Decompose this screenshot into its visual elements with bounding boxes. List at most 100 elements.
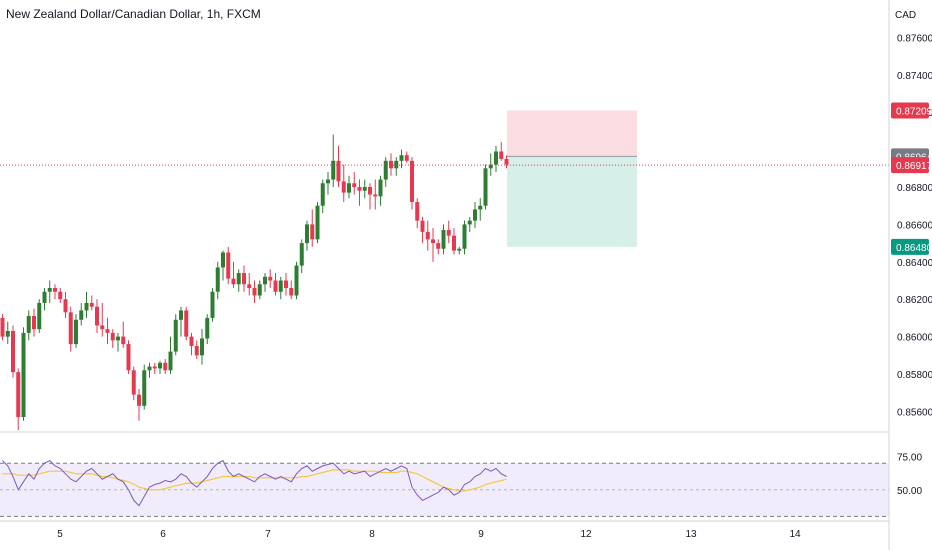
- candle: [226, 246, 231, 285]
- candle-body: [373, 194, 378, 197]
- price-panel[interactable]: [0, 110, 889, 431]
- time-tick-label: 14: [789, 529, 801, 540]
- candle-body: [68, 312, 73, 345]
- candle-body: [205, 317, 210, 339]
- candle: [147, 362, 152, 378]
- time-axis[interactable]: 5 6 7 8 9 12 13 14: [57, 529, 801, 540]
- candle: [47, 280, 52, 303]
- time-tick-label: 5: [57, 529, 63, 540]
- candle-body: [452, 235, 456, 251]
- candle-body: [441, 230, 446, 249]
- position-zones[interactable]: [507, 110, 637, 247]
- candle: [152, 362, 157, 375]
- candle-body: [483, 168, 488, 206]
- candle-body: [16, 372, 21, 418]
- candle-body: [504, 158, 509, 165]
- last-price-tag: [891, 157, 929, 174]
- stop-loss-zone[interactable]: [507, 110, 637, 157]
- time-tick-label: 7: [265, 529, 271, 540]
- candle-body: [74, 319, 78, 345]
- rsi-panel[interactable]: [0, 459, 889, 517]
- candle-body: [189, 336, 194, 346]
- chart-title: New Zealand Dollar/Canadian Dollar, 1h, …: [6, 7, 261, 21]
- candle: [494, 145, 498, 173]
- candle-body: [147, 366, 152, 371]
- time-tick-label: 8: [369, 529, 375, 540]
- candle: [95, 299, 99, 333]
- candle: [441, 224, 446, 255]
- candle-body: [221, 252, 225, 268]
- candle: [184, 306, 189, 341]
- candle: [347, 175, 351, 199]
- candle-body: [100, 325, 105, 330]
- candle-body: [158, 362, 162, 369]
- time-tick-label: 13: [685, 529, 697, 540]
- candle: [247, 273, 252, 296]
- candle: [194, 340, 199, 360]
- candle-body: [263, 276, 267, 285]
- currency-label: CAD: [895, 10, 916, 21]
- candle: [37, 299, 42, 333]
- candle-body: [163, 362, 168, 371]
- candle: [21, 327, 26, 421]
- candle-body: [168, 351, 173, 371]
- take-profit-zone[interactable]: [507, 156, 637, 247]
- candle: [200, 329, 204, 365]
- candle: [378, 175, 383, 206]
- candle-body: [431, 239, 435, 244]
- candle-body: [410, 160, 414, 202]
- candle-body: [121, 336, 126, 345]
- price-axis[interactable]: 0.85600 0.85800 0.86000 0.86200 0.86400 0.866…: [897, 33, 932, 418]
- candle-body: [126, 344, 131, 371]
- candle: [168, 336, 173, 375]
- candle: [11, 325, 15, 378]
- time-tick-label: 9: [478, 529, 484, 540]
- candle-body: [357, 187, 362, 191]
- candle-body: [294, 265, 299, 296]
- candle-body: [26, 316, 31, 333]
- price-tick-label: 0.85600: [897, 407, 932, 418]
- candle: [368, 183, 372, 210]
- time-tick-label: 6: [160, 529, 166, 540]
- candle: [173, 314, 178, 356]
- candle-body: [299, 243, 304, 266]
- candle-body: [47, 288, 52, 292]
- candle: [446, 220, 451, 244]
- candlesticks: [0, 134, 509, 431]
- candle: [116, 332, 120, 352]
- candle: [436, 239, 441, 255]
- candle: [478, 198, 483, 221]
- rsi-ma-line: [2, 469, 507, 492]
- candle-body: [436, 243, 441, 249]
- price-tick-label: 0.86600: [897, 220, 932, 231]
- candle: [53, 284, 57, 300]
- candle: [362, 179, 367, 199]
- candle-body: [383, 160, 388, 180]
- candle-body: [341, 181, 346, 193]
- rsi-axis[interactable]: 75.00 50.00: [897, 453, 922, 497]
- candle-body: [200, 338, 204, 356]
- rsi-tick-label: 50.00: [897, 486, 922, 497]
- price-tick-label: 0.86200: [897, 295, 932, 306]
- candle: [341, 164, 346, 202]
- candle-body: [247, 284, 252, 288]
- candle-body: [95, 306, 99, 326]
- candle: [336, 145, 341, 188]
- candle-body: [21, 332, 26, 418]
- candle-body: [425, 231, 430, 240]
- candle-body: [215, 267, 220, 292]
- candle: [294, 261, 299, 300]
- candle-body: [488, 164, 493, 169]
- candle: [163, 359, 168, 375]
- candle: [483, 164, 488, 210]
- candle: [488, 153, 493, 176]
- candle-body: [347, 183, 351, 193]
- candle: [273, 273, 278, 296]
- candle-body: [11, 331, 15, 373]
- candle: [305, 220, 309, 251]
- candle: [473, 201, 477, 229]
- candle-body: [415, 201, 420, 221]
- candle: [315, 201, 320, 244]
